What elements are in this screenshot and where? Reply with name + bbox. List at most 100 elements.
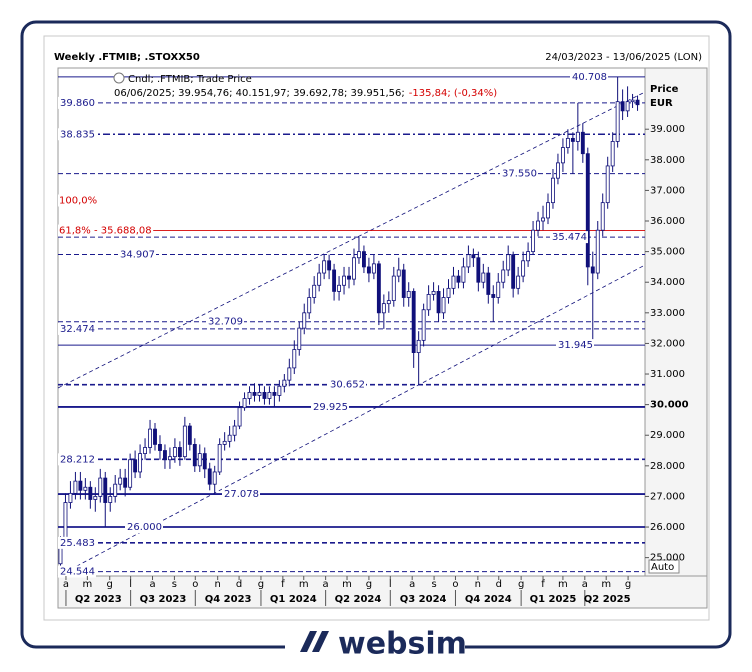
candle-body bbox=[342, 275, 346, 286]
candle-body bbox=[516, 275, 521, 289]
level-label-bg bbox=[570, 70, 608, 83]
y-tick-label: 36.000 bbox=[650, 216, 685, 227]
quarter-label: Q2 2025 bbox=[584, 594, 631, 605]
candle-body bbox=[163, 450, 167, 461]
candle-body bbox=[381, 303, 386, 314]
candle-body bbox=[322, 260, 327, 274]
candle-body bbox=[63, 502, 68, 544]
x-tick-label: l bbox=[389, 579, 392, 590]
x-tick-label: g bbox=[625, 579, 631, 590]
level-label: 35.474 bbox=[552, 232, 587, 243]
candle-body bbox=[486, 272, 491, 295]
candle-body bbox=[113, 483, 118, 497]
x-tick-label: g bbox=[366, 579, 372, 590]
candle-body bbox=[580, 131, 585, 155]
candle-body bbox=[222, 440, 227, 445]
quarter-label: Q2 2024 bbox=[335, 594, 382, 605]
candle-body bbox=[252, 391, 257, 396]
candle-body bbox=[242, 398, 247, 409]
candle-body bbox=[302, 312, 307, 329]
y-axis-label: Price bbox=[650, 84, 679, 95]
candle-body bbox=[501, 269, 506, 283]
x-tick-label: o bbox=[452, 579, 458, 590]
candle-body bbox=[207, 468, 212, 485]
level-label-bg bbox=[58, 96, 96, 109]
y-tick-label: 27.000 bbox=[650, 491, 685, 502]
candle-body bbox=[172, 447, 177, 458]
candle-body bbox=[406, 290, 411, 298]
x-tick-label: m bbox=[342, 579, 352, 590]
candle-body bbox=[307, 297, 312, 314]
x-axis-area bbox=[57, 575, 708, 609]
x-tick-label: m bbox=[82, 579, 92, 590]
scale-mode-box[interactable] bbox=[648, 559, 680, 574]
candle-body bbox=[143, 447, 147, 454]
level-label: 32.474 bbox=[60, 324, 95, 335]
candle-body bbox=[118, 477, 123, 485]
fib-label: 61,8% - 35.688,08 bbox=[59, 226, 152, 237]
legend-title: Cndl; .FTMIB; Trade Price bbox=[128, 74, 252, 85]
x-tick-label: d bbox=[236, 579, 242, 590]
level-label-bg bbox=[58, 536, 96, 549]
level-label-bg bbox=[222, 488, 260, 501]
legend-change: -135,84; (-0,34%) bbox=[409, 88, 497, 99]
candle-body bbox=[93, 496, 98, 500]
candle-body bbox=[312, 284, 317, 298]
candle-body bbox=[506, 254, 511, 271]
y-tick-label: 34.000 bbox=[650, 277, 685, 288]
level-label-bg bbox=[58, 322, 96, 335]
candle-body bbox=[267, 391, 272, 399]
candle-body bbox=[605, 165, 610, 204]
candle-body bbox=[635, 99, 640, 106]
level-label: 26.000 bbox=[127, 522, 162, 533]
candle-body bbox=[202, 453, 207, 470]
level-labels: 40.708 39.860 38.835 37.550 35.474 34.907 32.7… bbox=[58, 70, 608, 578]
candle-body bbox=[247, 391, 252, 399]
level-label: 29.925 bbox=[313, 402, 348, 413]
candle-body bbox=[575, 131, 580, 142]
x-tick-label: a bbox=[63, 579, 69, 590]
y-tick-label: 38.000 bbox=[650, 155, 685, 166]
x-tick-label: s bbox=[172, 579, 177, 590]
candle-body bbox=[332, 269, 337, 292]
candle-body bbox=[257, 391, 262, 396]
candle-body bbox=[292, 349, 297, 369]
level-label-bg bbox=[58, 565, 96, 578]
x-tick-label: m bbox=[558, 579, 568, 590]
channel-upper bbox=[57, 91, 646, 389]
x-tick-label: l bbox=[129, 579, 132, 590]
scale-mode[interactable]: Auto bbox=[651, 562, 674, 573]
candle-body bbox=[337, 284, 342, 292]
y-tick-label: 28.000 bbox=[650, 461, 685, 472]
level-label-bg bbox=[125, 521, 163, 534]
x-tick-label: n bbox=[215, 579, 221, 590]
level-label: 39.860 bbox=[60, 98, 95, 109]
candle-body bbox=[148, 428, 152, 448]
channel-lower bbox=[57, 264, 646, 577]
level-label-bg bbox=[556, 339, 594, 352]
candle-body bbox=[138, 453, 143, 473]
candle-body bbox=[153, 428, 157, 445]
legend-icon bbox=[113, 72, 125, 84]
candle-body bbox=[456, 275, 461, 283]
candle-body bbox=[541, 217, 545, 222]
candle-body bbox=[123, 477, 128, 488]
level-label-bg bbox=[206, 315, 244, 328]
candle-body bbox=[565, 137, 570, 148]
x-tick-label: d bbox=[496, 579, 502, 590]
candle-body bbox=[277, 385, 282, 396]
candle-body bbox=[590, 266, 595, 274]
x-tick-label: m bbox=[299, 579, 309, 590]
candle-body bbox=[481, 272, 486, 283]
quarter-label: Q1 2024 bbox=[270, 594, 317, 605]
candle-body bbox=[471, 254, 476, 259]
candle-body bbox=[431, 290, 436, 295]
candle-body bbox=[282, 379, 287, 387]
level-label: 25.483 bbox=[60, 538, 95, 549]
y-tick-label: 30.000 bbox=[650, 400, 689, 411]
candle-body bbox=[416, 339, 421, 354]
level-label: 32.709 bbox=[208, 317, 243, 328]
candle-body bbox=[103, 477, 108, 503]
y-axis-unit: EUR bbox=[650, 98, 673, 109]
candle-body bbox=[570, 137, 575, 142]
